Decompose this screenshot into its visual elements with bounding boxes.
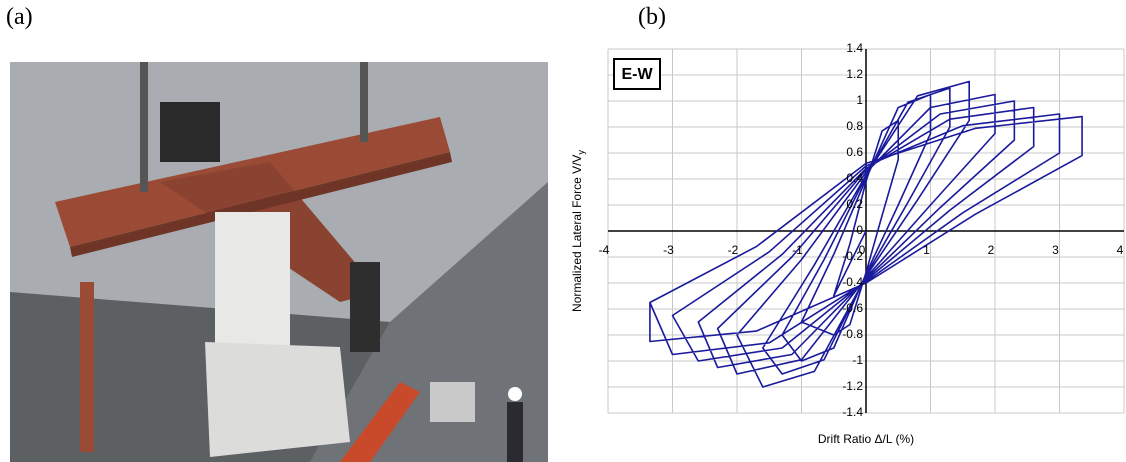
x-tick-label: 2 xyxy=(988,243,995,257)
figure: (a) (b) Normalized Lateral Force V/Vy Dr… xyxy=(0,0,1126,462)
x-tick-label: -3 xyxy=(663,243,674,257)
y-tick-label: -1.2 xyxy=(842,379,863,393)
y-tick-label: 0 xyxy=(856,223,863,237)
annotation: E-W xyxy=(621,66,653,83)
y-tick-label: 1.2 xyxy=(846,67,863,81)
y-tick-label: -1.4 xyxy=(842,405,863,419)
x-axis-title: Drift Ratio Δ/L (%) xyxy=(818,432,914,446)
y-tick-label: -0.8 xyxy=(842,327,863,341)
x-tick-label: -2 xyxy=(728,243,739,257)
y-tick-label: -0.2 xyxy=(842,249,863,263)
y-tick-label: -0.6 xyxy=(842,301,863,315)
y-tick-label: 1.4 xyxy=(846,41,863,55)
y-tick-label: 0.4 xyxy=(846,171,863,185)
x-tick-label: -1 xyxy=(792,243,803,257)
x-tick-label: 3 xyxy=(1052,243,1059,257)
y-tick-label: 0.2 xyxy=(846,197,863,211)
y-tick-label: 1 xyxy=(856,93,863,107)
y-tick-label: -0.4 xyxy=(842,275,863,289)
chart: Normalized Lateral Force V/Vy Drift Rati… xyxy=(0,0,1126,462)
y-tick-label: 0.8 xyxy=(846,119,863,133)
x-tick-label: -4 xyxy=(599,243,610,257)
x-tick-label: 1 xyxy=(923,243,930,257)
x-tick-label: 4 xyxy=(1117,243,1124,257)
y-tick-label: 0.6 xyxy=(846,145,863,159)
y-axis-title: Normalized Lateral Force V/Vy xyxy=(570,150,586,312)
y-tick-label: -1 xyxy=(852,353,863,367)
